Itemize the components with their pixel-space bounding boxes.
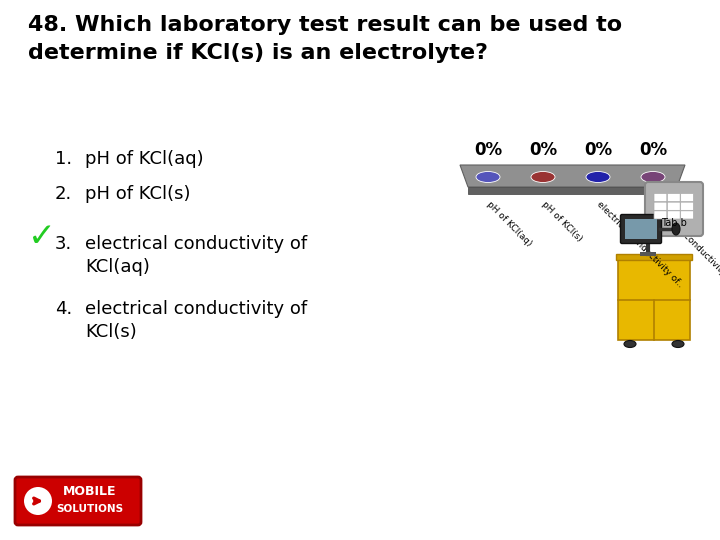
Circle shape — [24, 487, 52, 515]
FancyBboxPatch shape — [625, 219, 657, 239]
Text: electrical conductivity of
KCl(s): electrical conductivity of KCl(s) — [85, 300, 307, 341]
Ellipse shape — [672, 341, 684, 348]
Text: 3.: 3. — [55, 235, 72, 253]
FancyBboxPatch shape — [621, 214, 662, 244]
Text: Tab b: Tab b — [661, 218, 687, 228]
Ellipse shape — [476, 172, 500, 183]
Text: 0%: 0% — [584, 141, 612, 159]
FancyBboxPatch shape — [15, 477, 141, 525]
FancyBboxPatch shape — [680, 211, 693, 219]
Ellipse shape — [672, 223, 680, 235]
Text: 0%: 0% — [529, 141, 557, 159]
FancyBboxPatch shape — [654, 193, 667, 201]
Text: pH of KCl(s): pH of KCl(s) — [85, 185, 191, 203]
Text: electrical conductivity of..: electrical conductivity of.. — [595, 200, 684, 289]
Ellipse shape — [531, 172, 555, 183]
Text: electrical conductivity: electrical conductivity — [649, 200, 720, 278]
FancyBboxPatch shape — [618, 260, 690, 340]
FancyBboxPatch shape — [639, 252, 656, 256]
FancyBboxPatch shape — [645, 182, 703, 236]
Text: 2.: 2. — [55, 185, 72, 203]
Ellipse shape — [624, 341, 636, 348]
Text: 0%: 0% — [639, 141, 667, 159]
Text: electrical conductivity of
KCl(aq): electrical conductivity of KCl(aq) — [85, 235, 307, 276]
FancyBboxPatch shape — [616, 254, 692, 260]
FancyBboxPatch shape — [654, 202, 667, 211]
Text: 1.: 1. — [55, 150, 72, 168]
FancyBboxPatch shape — [667, 193, 680, 201]
FancyBboxPatch shape — [667, 211, 680, 219]
Text: determine if KCl(s) is an electrolyte?: determine if KCl(s) is an electrolyte? — [28, 43, 488, 63]
FancyBboxPatch shape — [654, 211, 667, 219]
Text: pH of KCl(aq): pH of KCl(aq) — [485, 200, 533, 248]
Text: 0%: 0% — [474, 141, 502, 159]
Polygon shape — [460, 165, 685, 187]
Text: MOBILE: MOBILE — [63, 485, 117, 498]
Polygon shape — [468, 187, 677, 194]
Text: 48. Which laboratory test result can be used to: 48. Which laboratory test result can be … — [28, 15, 622, 35]
Text: pH of KCl(s): pH of KCl(s) — [539, 200, 583, 244]
FancyBboxPatch shape — [680, 202, 693, 211]
Ellipse shape — [641, 172, 665, 183]
Text: pH of KCl(aq): pH of KCl(aq) — [85, 150, 204, 168]
Text: SOLUTIONS: SOLUTIONS — [56, 504, 124, 514]
Text: ✓: ✓ — [28, 220, 56, 253]
FancyBboxPatch shape — [680, 193, 693, 201]
FancyBboxPatch shape — [667, 202, 680, 211]
Ellipse shape — [586, 172, 610, 183]
Text: 4.: 4. — [55, 300, 72, 318]
